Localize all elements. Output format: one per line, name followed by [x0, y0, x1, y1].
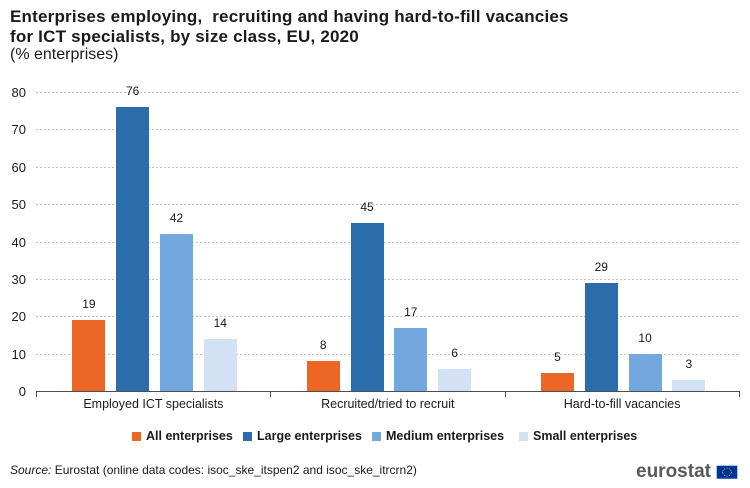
svg-text:eurostat: eurostat [636, 461, 712, 482]
